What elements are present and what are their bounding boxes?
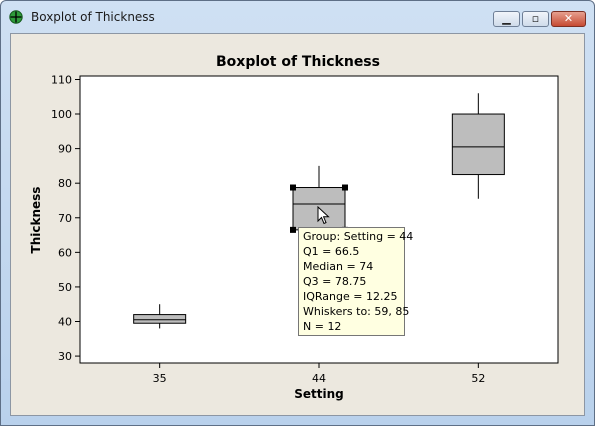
tooltip-line: Group: Setting = 44: [303, 230, 414, 243]
y-axis-label: Thickness: [29, 187, 43, 254]
arrow-cursor-icon: [317, 206, 330, 225]
tooltip-line: Median = 74: [303, 260, 374, 273]
x-axis-label: Setting: [294, 387, 344, 401]
tooltip-line: N = 12: [303, 320, 342, 333]
x-tick-label: 44: [312, 372, 326, 385]
x-tick-label: 35: [153, 372, 167, 385]
graph-area: Boxplot of Thickness 30 40 50 60 70 80 90 100 11…: [10, 33, 585, 416]
close-button[interactable]: ✕: [551, 11, 586, 27]
close-icon: ✕: [563, 12, 574, 25]
y-tick-label: 60: [58, 246, 72, 259]
y-tick-label: 40: [58, 316, 72, 329]
tooltip-line: IQRange = 12.25: [303, 290, 398, 303]
y-tick-label: 70: [58, 212, 72, 225]
maximize-icon: ▫: [531, 12, 540, 25]
title-bar[interactable]: Boxplot of Thickness ▁ ▫ ✕: [1, 1, 594, 33]
minimize-button[interactable]: ▁: [493, 11, 520, 27]
selection-handle: [290, 226, 296, 233]
minimize-icon: ▁: [502, 12, 511, 25]
selection-handle: [290, 184, 296, 191]
y-tick-label: 80: [58, 177, 72, 190]
boxplot-chart: Boxplot of Thickness 30 40 50 60 70 80 90 100 11…: [29, 54, 559, 401]
window-title: Boxplot of Thickness: [31, 10, 155, 24]
y-tick-label: 100: [51, 108, 72, 121]
x-axis: 35 44 52: [153, 363, 485, 385]
selection-handle: [342, 184, 348, 191]
box-group: [133, 304, 187, 329]
chart-title: Boxplot of Thickness: [216, 54, 380, 70]
x-tick-label: 52: [471, 372, 485, 385]
y-tick-label: 90: [58, 143, 72, 156]
box-tooltip: Group: Setting = 44 Q1 = 66.5 Median = 74 Q…: [298, 227, 414, 336]
y-tick-label: 110: [51, 73, 72, 86]
tooltip-line: Q1 = 66.5: [303, 245, 360, 258]
tooltip-line: Whiskers to: 59, 85: [303, 305, 410, 318]
box-group: [451, 93, 505, 199]
tooltip-line: Q3 = 78.75: [303, 275, 367, 288]
minitab-crosshair-icon[interactable]: [9, 10, 23, 24]
y-tick-label: 30: [58, 350, 72, 363]
y-axis: 30 40 50 60 70 80 90 100 110: [51, 73, 80, 363]
iqr-box: [133, 314, 187, 324]
y-tick-label: 50: [58, 281, 72, 294]
maximize-button[interactable]: ▫: [522, 11, 549, 27]
iqr-box: [451, 113, 505, 176]
